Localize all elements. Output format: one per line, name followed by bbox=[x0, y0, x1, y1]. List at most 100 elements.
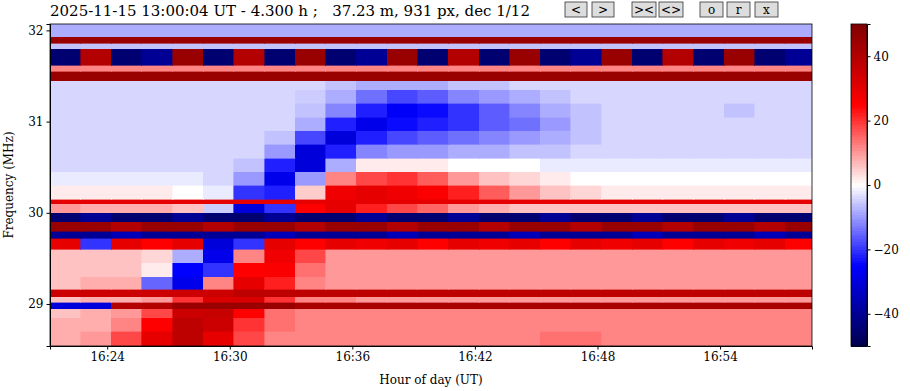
heatmap-cell bbox=[755, 318, 786, 332]
heatmap-cell bbox=[448, 144, 479, 158]
heatmap-cell bbox=[510, 199, 541, 204]
heatmap-cell bbox=[479, 297, 510, 302]
heatmap-cell bbox=[173, 65, 204, 71]
heatmap-cell bbox=[510, 302, 541, 308]
button[interactable]: x bbox=[755, 2, 778, 17]
heatmap-cell bbox=[265, 103, 296, 117]
heatmap-cell bbox=[111, 318, 142, 332]
heatmap-cell bbox=[50, 24, 81, 37]
button-label[interactable]: > bbox=[598, 3, 608, 17]
heatmap-cell bbox=[326, 172, 357, 186]
heatmap-cell bbox=[663, 199, 694, 204]
heatmap-cell bbox=[479, 238, 510, 249]
heatmap-cell bbox=[540, 37, 571, 43]
heatmap-cell bbox=[785, 81, 812, 90]
heatmap-cell bbox=[326, 49, 357, 65]
heatmap-cell bbox=[785, 309, 812, 318]
heatmap-cell bbox=[265, 213, 296, 222]
button[interactable]: <> bbox=[659, 2, 683, 17]
heatmap-cell bbox=[694, 172, 725, 186]
button-box[interactable] bbox=[632, 2, 656, 17]
heatmap-cell bbox=[694, 103, 725, 117]
heatmap-cell bbox=[111, 213, 142, 222]
heatmap-cell bbox=[632, 185, 663, 199]
button-label[interactable]: >< bbox=[634, 3, 654, 17]
button-box[interactable] bbox=[565, 2, 587, 17]
heatmap-cell bbox=[356, 185, 387, 199]
heatmap-cell bbox=[694, 144, 725, 158]
heatmap-cell bbox=[326, 37, 357, 43]
button-label[interactable]: r bbox=[736, 3, 742, 17]
heatmap-cell bbox=[234, 185, 265, 199]
heatmap-cell bbox=[418, 263, 449, 277]
heatmap-cell bbox=[632, 231, 663, 238]
colorbar-tick-label: −40 bbox=[874, 307, 899, 321]
heatmap-cell bbox=[356, 90, 387, 104]
heatmap-cell bbox=[724, 199, 755, 204]
heatmap-cell bbox=[50, 199, 81, 204]
button-box[interactable] bbox=[727, 2, 750, 17]
button-label[interactable]: < bbox=[571, 3, 581, 17]
heatmap-cell bbox=[632, 204, 663, 213]
heatmap-cell bbox=[50, 277, 81, 290]
heatmap-cell bbox=[755, 37, 786, 43]
heatmap-cell bbox=[111, 204, 142, 213]
y-tick: 29 bbox=[28, 297, 50, 311]
colorbar-tick-mark bbox=[867, 314, 871, 315]
button[interactable]: < bbox=[565, 2, 587, 17]
heatmap-cell bbox=[295, 37, 326, 43]
heatmap-cell bbox=[510, 172, 541, 186]
button-box[interactable] bbox=[592, 2, 614, 17]
heatmap-cell bbox=[694, 302, 725, 308]
button[interactable]: > bbox=[592, 2, 614, 17]
heatmap-cell bbox=[387, 49, 418, 65]
heatmap-cell bbox=[50, 318, 81, 332]
x-tick-label: 16:30 bbox=[213, 350, 248, 364]
heatmap-cell bbox=[724, 213, 755, 222]
heatmap-cell bbox=[265, 238, 296, 249]
heatmap-cell bbox=[203, 117, 234, 131]
button-box[interactable] bbox=[659, 2, 683, 17]
chart: 16:2416:3016:3616:4216:4816:5429303132Ho… bbox=[0, 0, 910, 391]
heatmap-cell bbox=[724, 71, 755, 80]
heatmap-cell bbox=[50, 103, 81, 117]
heatmap-cell bbox=[479, 49, 510, 65]
button-box[interactable] bbox=[755, 2, 778, 17]
heatmap-cell bbox=[448, 199, 479, 204]
heatmap-cell bbox=[663, 81, 694, 90]
button[interactable]: r bbox=[727, 2, 750, 17]
heatmap-cell bbox=[755, 263, 786, 277]
heatmap-cell bbox=[663, 65, 694, 71]
heatmap-cell bbox=[602, 71, 633, 80]
heatmap-cell bbox=[356, 43, 387, 48]
heatmap-cell bbox=[724, 49, 755, 65]
heatmap-cell bbox=[785, 131, 812, 145]
heatmap-cell bbox=[203, 185, 234, 199]
button[interactable]: >< bbox=[632, 2, 656, 17]
button-box[interactable] bbox=[700, 2, 723, 17]
heatmap-cell bbox=[387, 172, 418, 186]
heatmap-cell bbox=[540, 131, 571, 145]
heatmap-cell bbox=[510, 204, 541, 213]
heatmap-cell bbox=[785, 158, 812, 172]
button-label[interactable]: x bbox=[763, 3, 770, 17]
heatmap-cell bbox=[356, 49, 387, 65]
heatmap-cell bbox=[142, 238, 173, 249]
heatmap-cell bbox=[265, 49, 296, 65]
heatmap-cell bbox=[387, 231, 418, 238]
heatmap-cell bbox=[479, 117, 510, 131]
button-label[interactable]: o bbox=[708, 3, 715, 17]
heatmap-cell bbox=[540, 277, 571, 290]
heatmap-cell bbox=[387, 199, 418, 204]
heatmap-cell bbox=[602, 199, 633, 204]
button[interactable]: o bbox=[700, 2, 723, 17]
heatmap-cell bbox=[510, 289, 541, 296]
heatmap-cell bbox=[173, 43, 204, 48]
heatmap-cell bbox=[694, 213, 725, 222]
button-label[interactable]: <> bbox=[661, 3, 681, 17]
heatmap-cell bbox=[50, 37, 81, 43]
heatmap-cell bbox=[602, 289, 633, 296]
heatmap-cell bbox=[265, 65, 296, 71]
heatmap-cell bbox=[234, 331, 265, 346]
heatmap-cell bbox=[663, 263, 694, 277]
